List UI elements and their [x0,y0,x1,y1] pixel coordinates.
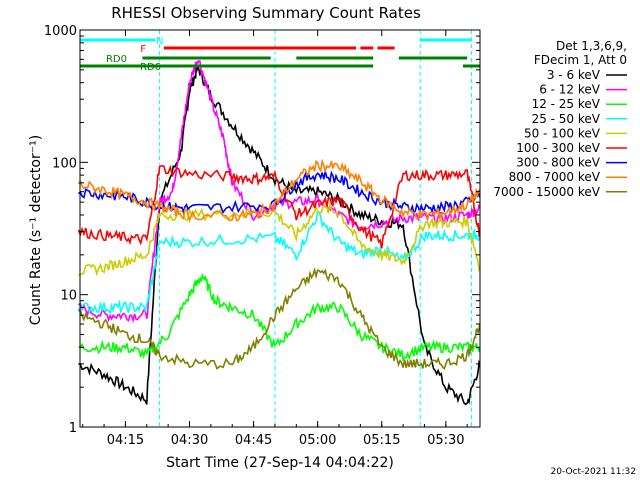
y-tick-label-2: 100 [52,156,77,171]
x-tick-label-3: 05:00 [299,433,336,448]
x-axis-ticks: 04:15 04:30 04:45 05:00 05:15 05:30 [82,30,468,448]
series-lines [77,60,481,406]
x-tick-label-2: 04:45 [235,433,272,448]
series-line-3 [77,210,481,316]
y-tick-label-0: 1 [69,421,77,436]
flag-label-f: F [140,44,146,55]
legend-label-7: 800 - 7000 keV [509,170,601,184]
legend-label-0: 3 - 6 keV [547,68,601,82]
legend: Det 1,3,6,9, FDecim 1, Att 0 3 - 6 keV6 … [493,39,627,199]
flag-label-rd0: RD0 [106,54,127,65]
y-axis-ticks: 1 10 100 1000 [44,24,480,436]
legend-label-2: 12 - 25 keV [532,97,601,111]
footer-date: 20-Oct-2021 11:32 [551,467,636,477]
series-line-7 [77,158,481,223]
series-line-5 [77,164,481,249]
y-tick-label-1: 10 [60,289,77,304]
flag-label-rd6: RD6 [140,62,161,73]
series-line-4 [78,202,481,277]
legend-label-8: 7000 - 15000 keV [493,185,600,199]
chart-title: RHESSI Observing Summary Count Rates [111,4,421,22]
x-tick-label-1: 04:30 [171,433,208,448]
flag-bars: NF RD0 RD6 [80,36,480,73]
y-axis-label: Count Rate (s⁻¹ detector⁻¹) [28,135,44,325]
plot-area: NF RD0 RD6 [77,30,481,427]
x-axis-label: Start Time (27-Sep-14 04:04:22) [166,455,394,471]
legend-label-6: 300 - 800 keV [516,156,600,170]
x-tick-label-5: 05:30 [427,433,464,448]
flag-label-n: N [156,36,163,47]
legend-header-line-2: FDecim 1, Att 0 [534,53,627,67]
y-tick-label-3: 1000 [44,24,77,39]
legend-label-1: 6 - 12 keV [539,83,601,97]
x-tick-label-4: 05:15 [363,433,400,448]
series-line-0 [78,64,481,406]
legend-label-3: 25 - 50 keV [532,112,601,126]
legend-header-line-1: Det 1,3,6,9, [556,39,627,53]
legend-label-4: 50 - 100 keV [524,126,601,140]
legend-label-5: 100 - 300 keV [516,141,600,155]
plot-frame [79,29,481,428]
series-line-8 [78,267,481,370]
x-tick-label-0: 04:15 [107,433,144,448]
